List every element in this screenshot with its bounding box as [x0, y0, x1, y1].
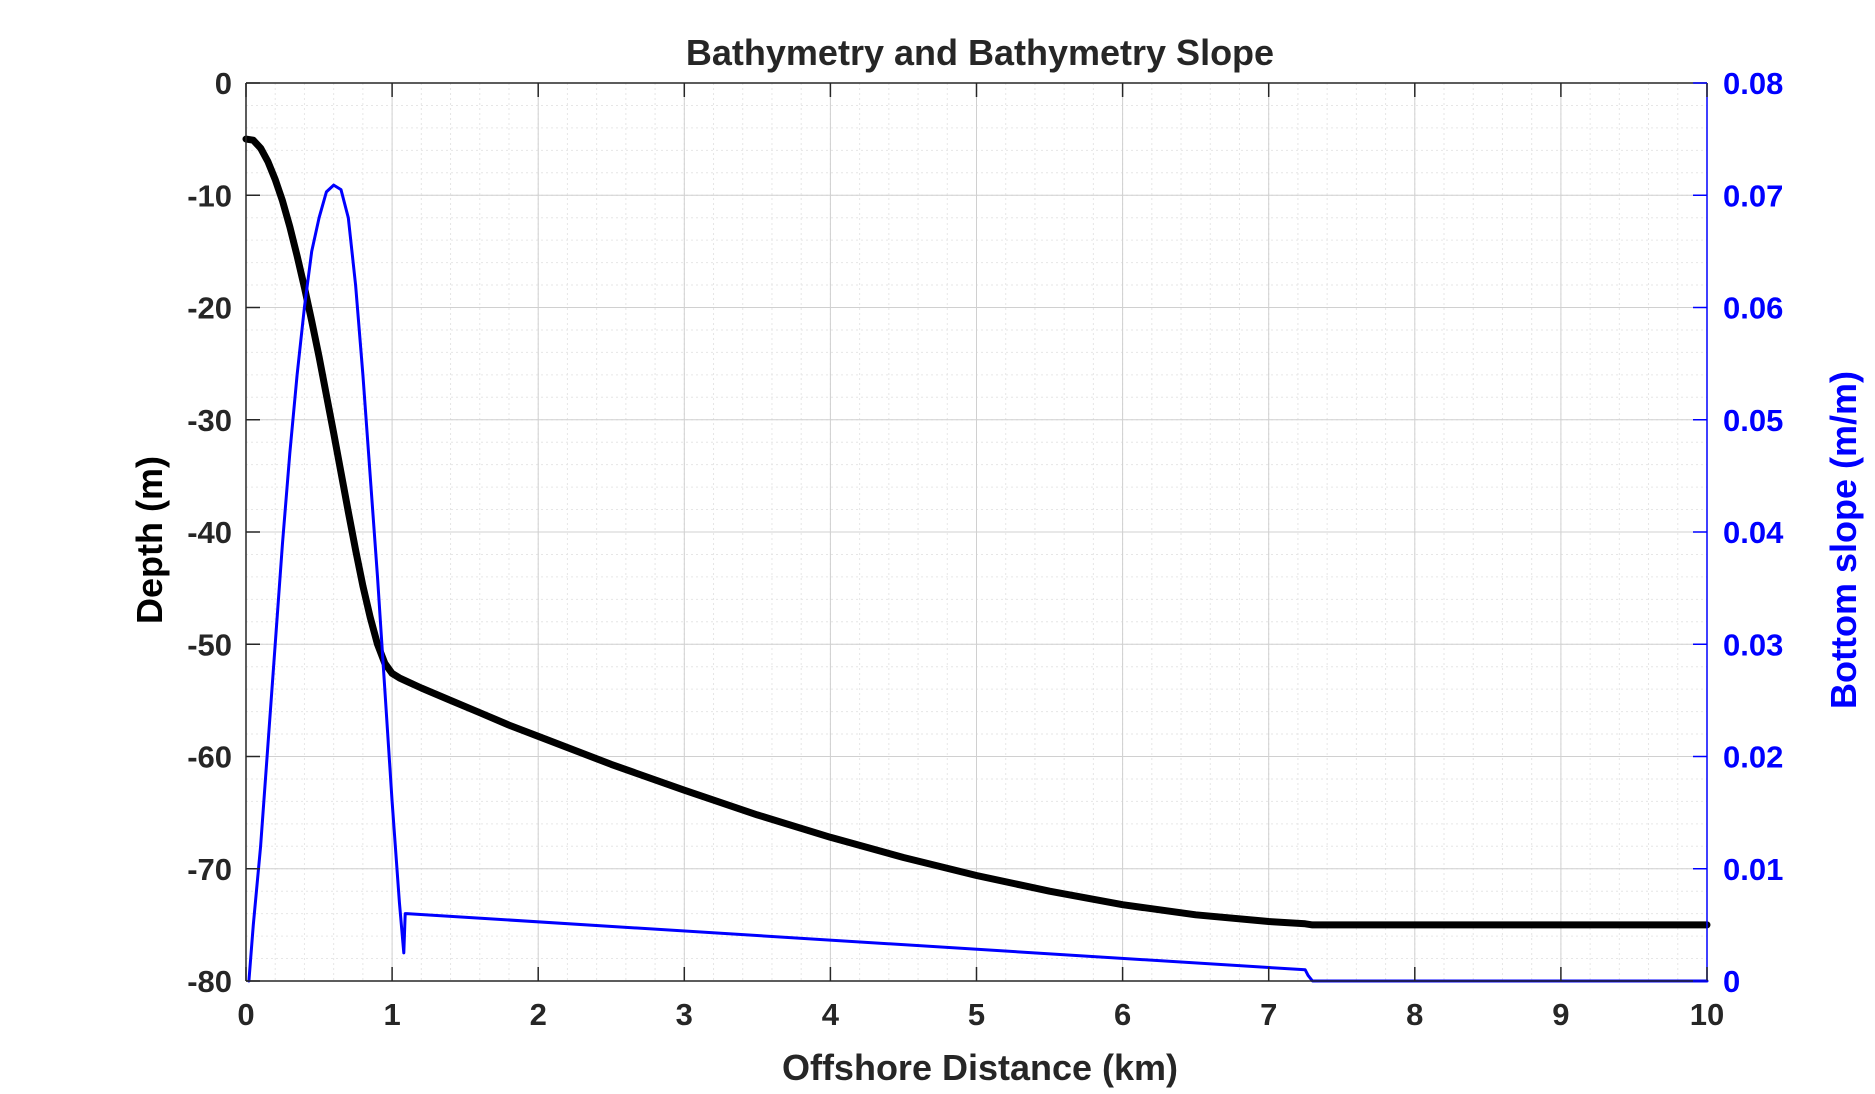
- y-tick-label-right: 0.06: [1723, 291, 1783, 326]
- y-axis-label-right: Bottom slope (m/m): [1823, 371, 1864, 709]
- y-tick-label-right: 0.07: [1723, 178, 1783, 213]
- series-layer: [242, 135, 1711, 983]
- y-tick-label-right: 0.03: [1723, 627, 1783, 662]
- x-tick-label: 8: [1406, 997, 1423, 1032]
- x-tick-label: 1: [383, 997, 400, 1032]
- x-tick-label: 7: [1260, 997, 1277, 1032]
- y-tick-label-left: -70: [187, 852, 232, 887]
- x-tick-label: 9: [1552, 997, 1569, 1032]
- y-tick-label-right: 0.02: [1723, 740, 1783, 775]
- depth-line: [242, 135, 1711, 929]
- y-tick-label-left: 0: [215, 66, 232, 101]
- y-axis-label-left: Depth (m): [129, 456, 170, 624]
- x-tick-label: 2: [530, 997, 547, 1032]
- y-tick-label-left: -80: [187, 964, 232, 999]
- x-tick-label: 5: [968, 997, 985, 1032]
- y-tick-label-left: -60: [187, 740, 232, 775]
- chart-title: Bathymetry and Bathymetry Slope: [686, 32, 1274, 73]
- x-tick-label: 4: [822, 997, 840, 1032]
- y-tick-label-right: 0.04: [1723, 515, 1784, 550]
- y-tick-label-right: 0.05: [1723, 403, 1783, 438]
- slope-line: [247, 183, 1709, 983]
- x-tick-label: 0: [237, 997, 254, 1032]
- x-tick-label: 10: [1690, 997, 1724, 1032]
- y-tick-label-left: -10: [187, 178, 232, 213]
- x-tick-label: 6: [1114, 997, 1131, 1032]
- y-tick-label-left: -40: [187, 515, 232, 550]
- ticks-layer: 0 1 2 3 4 5 6 7 8 9 100-10-20-30-40-50-60-70-800.0…: [187, 66, 1784, 1032]
- y-tick-label-right: 0: [1723, 964, 1740, 999]
- x-tick-label: 3: [676, 997, 693, 1032]
- y-tick-label-right: 0.08: [1723, 66, 1783, 101]
- x-axis-label: Offshore Distance (km): [782, 1047, 1178, 1088]
- y-tick-label-left: -30: [187, 403, 232, 438]
- y-tick-label-left: -50: [187, 627, 232, 662]
- y-tick-label-right: 0.01: [1723, 852, 1783, 887]
- y-tick-label-left: -20: [187, 291, 232, 326]
